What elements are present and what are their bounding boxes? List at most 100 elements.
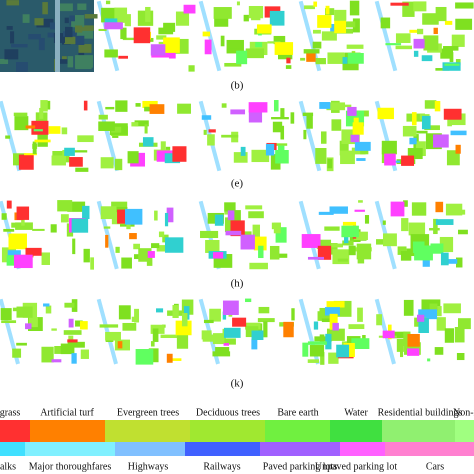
class-region <box>440 252 449 266</box>
class-region <box>396 338 404 352</box>
legend-label: Non-r <box>453 407 474 418</box>
class-region <box>458 229 468 235</box>
class-region <box>313 1 318 7</box>
class-region <box>223 343 230 346</box>
legend-swatch <box>0 442 25 456</box>
class-region <box>158 231 165 238</box>
class-region <box>230 109 246 115</box>
image-texture <box>22 14 30 23</box>
class-region <box>51 155 66 166</box>
class-region <box>356 158 366 161</box>
class-region <box>248 110 263 123</box>
class-region <box>313 29 321 34</box>
class-region <box>434 347 444 355</box>
class-region <box>304 5 315 10</box>
image-texture <box>28 34 41 40</box>
class-region <box>384 153 396 166</box>
class-region <box>344 236 349 244</box>
class-region <box>163 37 180 53</box>
class-region <box>255 42 263 48</box>
class-region <box>407 348 420 356</box>
class-region <box>16 306 33 318</box>
class-region <box>129 233 137 240</box>
class-region <box>100 157 114 169</box>
class-region <box>429 227 440 231</box>
image-texture <box>67 56 74 68</box>
class-region <box>301 234 321 248</box>
class-region <box>245 322 261 330</box>
class-region <box>424 125 440 131</box>
legend-swatch <box>265 420 330 442</box>
class-region <box>334 17 347 34</box>
image-texture <box>15 61 28 72</box>
class-region <box>351 147 366 155</box>
class-region <box>164 212 169 227</box>
class-region <box>224 338 236 345</box>
class-region <box>341 225 359 238</box>
class-region <box>145 6 151 22</box>
class-region <box>150 44 166 56</box>
class-region <box>435 219 454 225</box>
class-region <box>291 308 295 321</box>
class-region <box>401 218 409 232</box>
class-region <box>395 33 411 43</box>
class-region <box>352 18 360 33</box>
class-region <box>258 306 270 314</box>
image-texture <box>56 59 68 64</box>
class-region <box>443 303 461 314</box>
class-region <box>435 68 450 71</box>
class-region <box>142 137 154 147</box>
class-region <box>352 122 364 135</box>
class-region <box>390 2 409 6</box>
class-region <box>147 251 155 258</box>
class-region <box>303 129 307 140</box>
class-region <box>395 45 412 50</box>
class-region <box>424 100 437 109</box>
class-region <box>200 230 219 239</box>
class-region <box>444 328 455 343</box>
class-region <box>300 57 306 61</box>
class-region <box>377 107 394 120</box>
class-region <box>315 148 327 164</box>
class-region <box>454 326 465 343</box>
class-region <box>248 102 268 113</box>
class-region <box>273 222 281 234</box>
class-region <box>451 34 465 47</box>
class-region <box>8 233 27 250</box>
class-region <box>348 324 365 330</box>
class-region <box>45 305 52 314</box>
class-region <box>271 117 289 120</box>
legend-label: Highways <box>128 461 169 472</box>
class-region <box>67 341 85 348</box>
class-region <box>227 210 235 221</box>
class-region <box>339 140 349 156</box>
class-region <box>233 152 248 163</box>
class-region <box>433 27 438 35</box>
class-region <box>11 222 18 228</box>
class-region <box>21 215 25 226</box>
class-region <box>267 41 281 44</box>
class-region <box>125 208 143 225</box>
legend-swatch <box>190 420 265 442</box>
image-texture <box>74 15 85 27</box>
class-region <box>416 314 425 322</box>
class-region <box>115 100 128 112</box>
class-region <box>60 343 75 355</box>
class-region <box>80 349 89 359</box>
class-region <box>231 210 241 226</box>
class-region <box>411 202 427 216</box>
class-region <box>134 308 140 323</box>
class-region <box>61 127 68 135</box>
class-region <box>277 253 288 258</box>
class-region <box>117 209 128 224</box>
class-region <box>337 258 348 262</box>
class-region <box>317 15 332 28</box>
class-region <box>133 243 141 250</box>
class-region <box>245 48 264 59</box>
class-region <box>16 206 30 220</box>
class-region <box>342 57 348 64</box>
road <box>55 0 60 72</box>
legend-label: Artificial turf <box>40 407 94 418</box>
class-region <box>121 257 132 269</box>
legend-label: Cars <box>426 461 444 472</box>
